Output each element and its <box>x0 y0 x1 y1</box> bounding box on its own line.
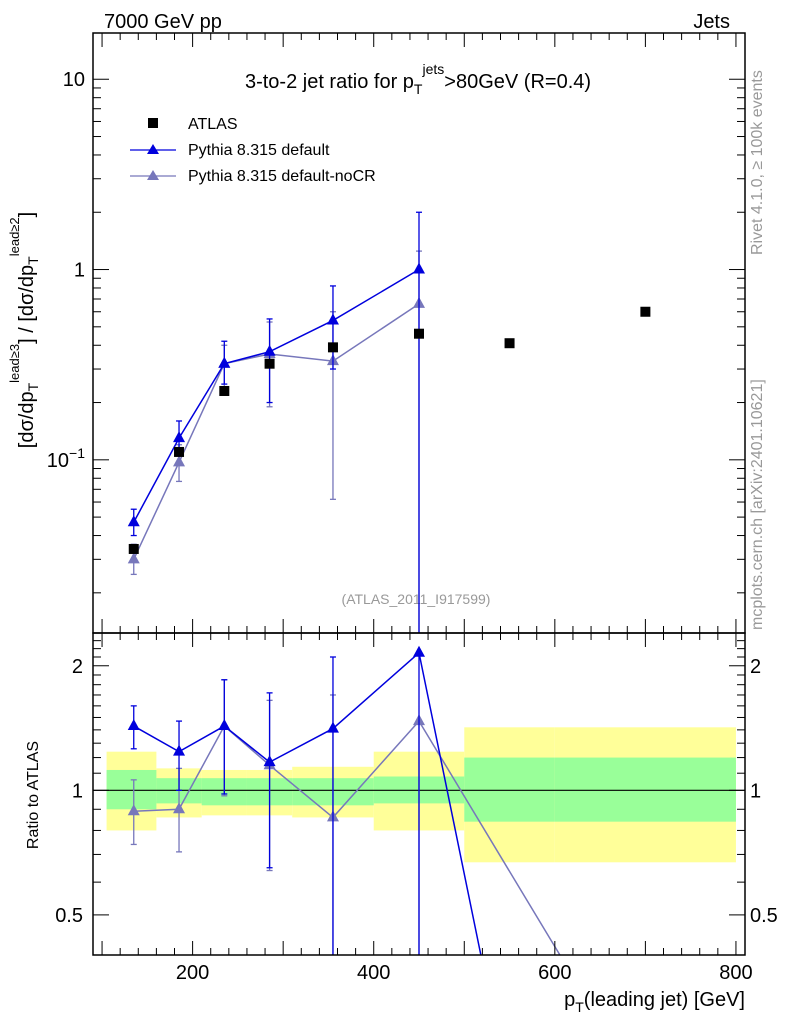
marker-default <box>263 344 276 356</box>
y-tick-label: 10−1 <box>47 445 85 472</box>
ratio-band-inner <box>464 757 555 822</box>
marker-atlas <box>414 328 424 339</box>
marker-atlas <box>327 342 338 353</box>
x-axis-title: pT(leading jet) [GeV] <box>564 989 745 1015</box>
ratio-tick-label-left: 2 <box>72 656 83 678</box>
marker-atlas <box>640 306 651 317</box>
marker-default <box>173 431 186 443</box>
main-panel-data <box>127 211 651 633</box>
header-energy: 7000 GeV pp <box>104 11 222 33</box>
marker-default <box>127 515 140 527</box>
ratio-band-inner <box>554 757 736 822</box>
legend-marker-nocr <box>147 170 159 180</box>
marker-default <box>413 262 425 274</box>
ratio-marker-nocr <box>173 802 186 814</box>
ratio-band-inner <box>106 769 157 810</box>
analysis-label: (ATLAS_2011_I917599) <box>342 591 491 607</box>
marker-atlas <box>504 338 515 349</box>
header-process: Jets <box>693 11 730 33</box>
ratio-axis-title: Ratio to ATLAS <box>25 741 42 849</box>
ratio-tick-label-left: 0.5 <box>55 905 83 927</box>
x-tick-label: 200 <box>176 962 209 984</box>
mcplots-label: mcplots.cern.ch [arXiv:2401.10621] <box>749 379 766 630</box>
ratio-marker-nocr <box>127 804 140 816</box>
y-tick-label: 10 <box>63 69 85 91</box>
legend-marker-atlas <box>148 118 158 128</box>
marker-default <box>326 313 339 325</box>
ratio-tick-label-right: 1 <box>750 780 761 802</box>
y-axis-title: [dσ/dpTlead≥3] / [dσ/dpTlead≥2] <box>7 212 41 448</box>
legend-label-default: Pythia 8.315 default <box>188 142 330 159</box>
series-line-default <box>133 268 420 523</box>
legend-label-atlas: ATLAS <box>188 116 238 133</box>
plot-layer: 200 400 600 800 10−1 1 10 0.5 0.5 1 1 2 2 <box>47 32 778 984</box>
marker-default <box>218 356 231 368</box>
chart-title: 3-to-2 jet ratio for pTjets>80GeV (R=0.4… <box>245 61 591 97</box>
legend-label-nocr: Pythia 8.315 default-noCR <box>188 168 376 185</box>
ratio-tick-label-right: 2 <box>750 656 761 678</box>
rivet-label: Rivet 4.1.0, ≥ 100k events <box>749 70 766 255</box>
marker-atlas <box>264 358 275 369</box>
marker-atlas <box>219 385 230 396</box>
marker-atlas <box>128 543 139 554</box>
ratio-marker-default <box>173 744 186 756</box>
marker-atlas <box>174 446 185 457</box>
ratio-marker-default <box>413 645 425 657</box>
y-tick-label: 1 <box>74 260 85 282</box>
x-tick-label: 400 <box>357 962 390 984</box>
ratio-marker-default <box>218 719 231 731</box>
ratio-marker-default <box>127 719 140 731</box>
series-line-nocr <box>133 303 420 560</box>
marker-nocr <box>127 552 140 564</box>
ratio-tick-label-left: 1 <box>72 780 83 802</box>
ratio-tick-label-right: 0.5 <box>750 905 778 927</box>
marker-nocr <box>173 455 186 467</box>
legend: ATLAS Pythia 8.315 default Pythia 8.315 … <box>130 116 376 185</box>
ratio-marker-default <box>326 721 339 733</box>
ratio-marker-default <box>263 755 276 767</box>
legend-marker-default <box>147 144 159 154</box>
ratio-frame <box>92 632 746 956</box>
x-tick-label: 600 <box>538 962 571 984</box>
ratio-panel-data <box>93 645 745 955</box>
x-tick-label: 800 <box>719 962 752 984</box>
